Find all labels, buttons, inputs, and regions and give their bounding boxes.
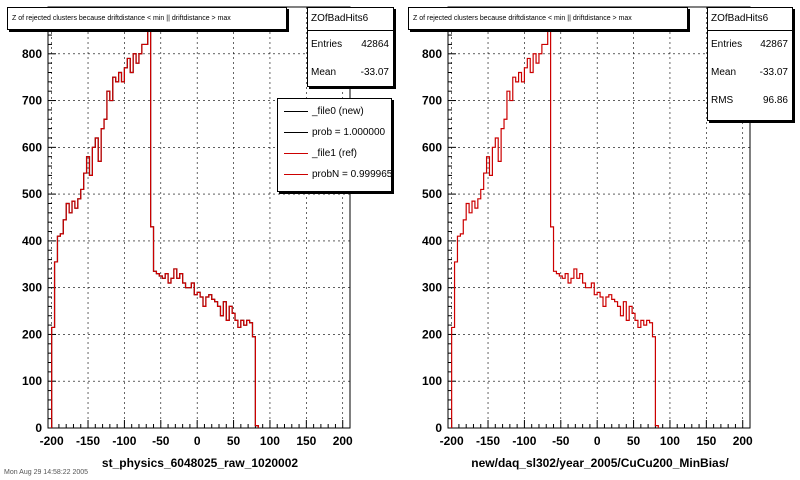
legend-entry: _file0 (new) xyxy=(278,101,391,122)
legend-swatch xyxy=(284,111,308,112)
y-tick-label: 200 xyxy=(422,327,442,341)
y-tick-label: 600 xyxy=(422,140,442,154)
stats-value: -33.07 xyxy=(759,67,788,78)
stats-row-entries: Entries 42864 xyxy=(308,31,393,59)
stats-value: -33.07 xyxy=(360,67,389,78)
y-tick-label: 600 xyxy=(22,140,42,154)
legend-swatch xyxy=(284,132,308,133)
x-tick-label: 50 xyxy=(627,434,641,448)
x-tick-label: -50 xyxy=(152,434,170,448)
y-tick-label: 400 xyxy=(22,234,42,248)
x-tick-label: 200 xyxy=(333,434,353,448)
histogram-panel-left: -200 -150 -100 -50 0 50 100 150 200 0 100 200 300 400… xyxy=(7,6,394,470)
x-tick-label: -100 xyxy=(512,434,536,448)
legend-label: prob = 1.000000 xyxy=(312,127,386,138)
y-tick-label: 800 xyxy=(22,47,42,61)
stats-value: 42864 xyxy=(361,39,389,50)
histogram-series-main xyxy=(451,29,659,428)
legend-label: probN = 0.999965 xyxy=(312,169,392,180)
legend-entry: prob = 1.000000 xyxy=(278,122,391,143)
x-tick-label: -200 xyxy=(40,434,64,448)
legend-swatch xyxy=(284,153,308,154)
x-tick-label: 0 xyxy=(194,434,201,448)
y-tick-label: 700 xyxy=(422,94,442,108)
stats-label: Mean xyxy=(711,67,737,78)
stats-row-rms: RMS 96.86 xyxy=(708,87,792,115)
x-tick-label: 50 xyxy=(227,434,241,448)
plot-frame xyxy=(447,6,751,429)
y-tick-label: 500 xyxy=(422,187,442,201)
stats-row-entries: Entries 42867 xyxy=(708,31,792,59)
plot-frame xyxy=(47,6,351,429)
x-tick-label: 200 xyxy=(733,434,753,448)
y-tick-label: 300 xyxy=(22,281,42,295)
x-tick-label: 150 xyxy=(696,434,716,448)
x-tick-label: -100 xyxy=(112,434,136,448)
stats-value: 42867 xyxy=(760,39,788,50)
x-tick-label: -200 xyxy=(440,434,464,448)
legend: _file0 (new) prob = 1.000000 _file1 (ref… xyxy=(277,98,392,192)
stats-label: Mean xyxy=(311,67,337,78)
x-tick-label: 0 xyxy=(594,434,601,448)
legend-entry: probN = 0.999965 xyxy=(278,164,391,185)
y-tick-label: 300 xyxy=(422,281,442,295)
x-tick-label: -50 xyxy=(552,434,570,448)
stats-box: ZOfBadHits6 Entries 42864 Mean -33.07 xyxy=(307,7,394,87)
stats-label: Entries xyxy=(711,39,743,50)
y-tick-label: 0 xyxy=(35,421,42,435)
y-tick-label: 400 xyxy=(422,234,442,248)
histogram-series--file1-ref- xyxy=(51,29,259,428)
stats-histogram-name: ZOfBadHits6 xyxy=(308,8,393,31)
legend-swatch xyxy=(284,174,308,175)
stats-row-mean: Mean -33.07 xyxy=(708,59,792,87)
y-tick-label: 500 xyxy=(22,187,42,201)
timestamp-footer: Mon Aug 29 14:58:22 2005 xyxy=(4,469,89,476)
x-tick-label: -150 xyxy=(76,434,100,448)
stats-box: ZOfBadHits6 Entries 42867 Mean -33.07 RM… xyxy=(707,7,793,121)
y-tick-label: 100 xyxy=(22,374,42,388)
stats-label: Entries xyxy=(311,39,343,50)
stats-label: RMS xyxy=(711,95,734,106)
x-tick-label: -150 xyxy=(476,434,500,448)
x-axis-title: st_physics_6048025_raw_1020002 xyxy=(101,456,299,470)
y-tick-label: 700 xyxy=(22,94,42,108)
histogram-panel-right: -200 -150 -100 -50 0 50 100 150 200 0 100 200 300 400… xyxy=(400,0,800,480)
x-axis-title: new/daq_sl302/year_2005/CuCu200_MinBias/ xyxy=(471,456,729,470)
x-tick-label: 100 xyxy=(660,434,680,448)
stats-row-mean: Mean -33.07 xyxy=(308,59,393,86)
stats-value: 96.86 xyxy=(762,95,788,106)
y-tick-label: 100 xyxy=(422,374,442,388)
histogram-title: Z of rejected clusters because driftdist… xyxy=(7,7,287,30)
stats-histogram-name: ZOfBadHits6 xyxy=(708,8,792,31)
y-tick-label: 800 xyxy=(422,47,442,61)
y-tick-label: 200 xyxy=(22,327,42,341)
legend-entry: _file1 (ref) xyxy=(278,143,391,164)
histogram-title: Z of rejected clusters because driftdist… xyxy=(408,7,688,30)
x-tick-label: 100 xyxy=(260,434,280,448)
legend-label: _file0 (new) xyxy=(312,106,364,117)
x-tick-label: 150 xyxy=(296,434,316,448)
y-tick-label: 0 xyxy=(435,421,442,435)
legend-label: _file1 (ref) xyxy=(312,148,358,159)
